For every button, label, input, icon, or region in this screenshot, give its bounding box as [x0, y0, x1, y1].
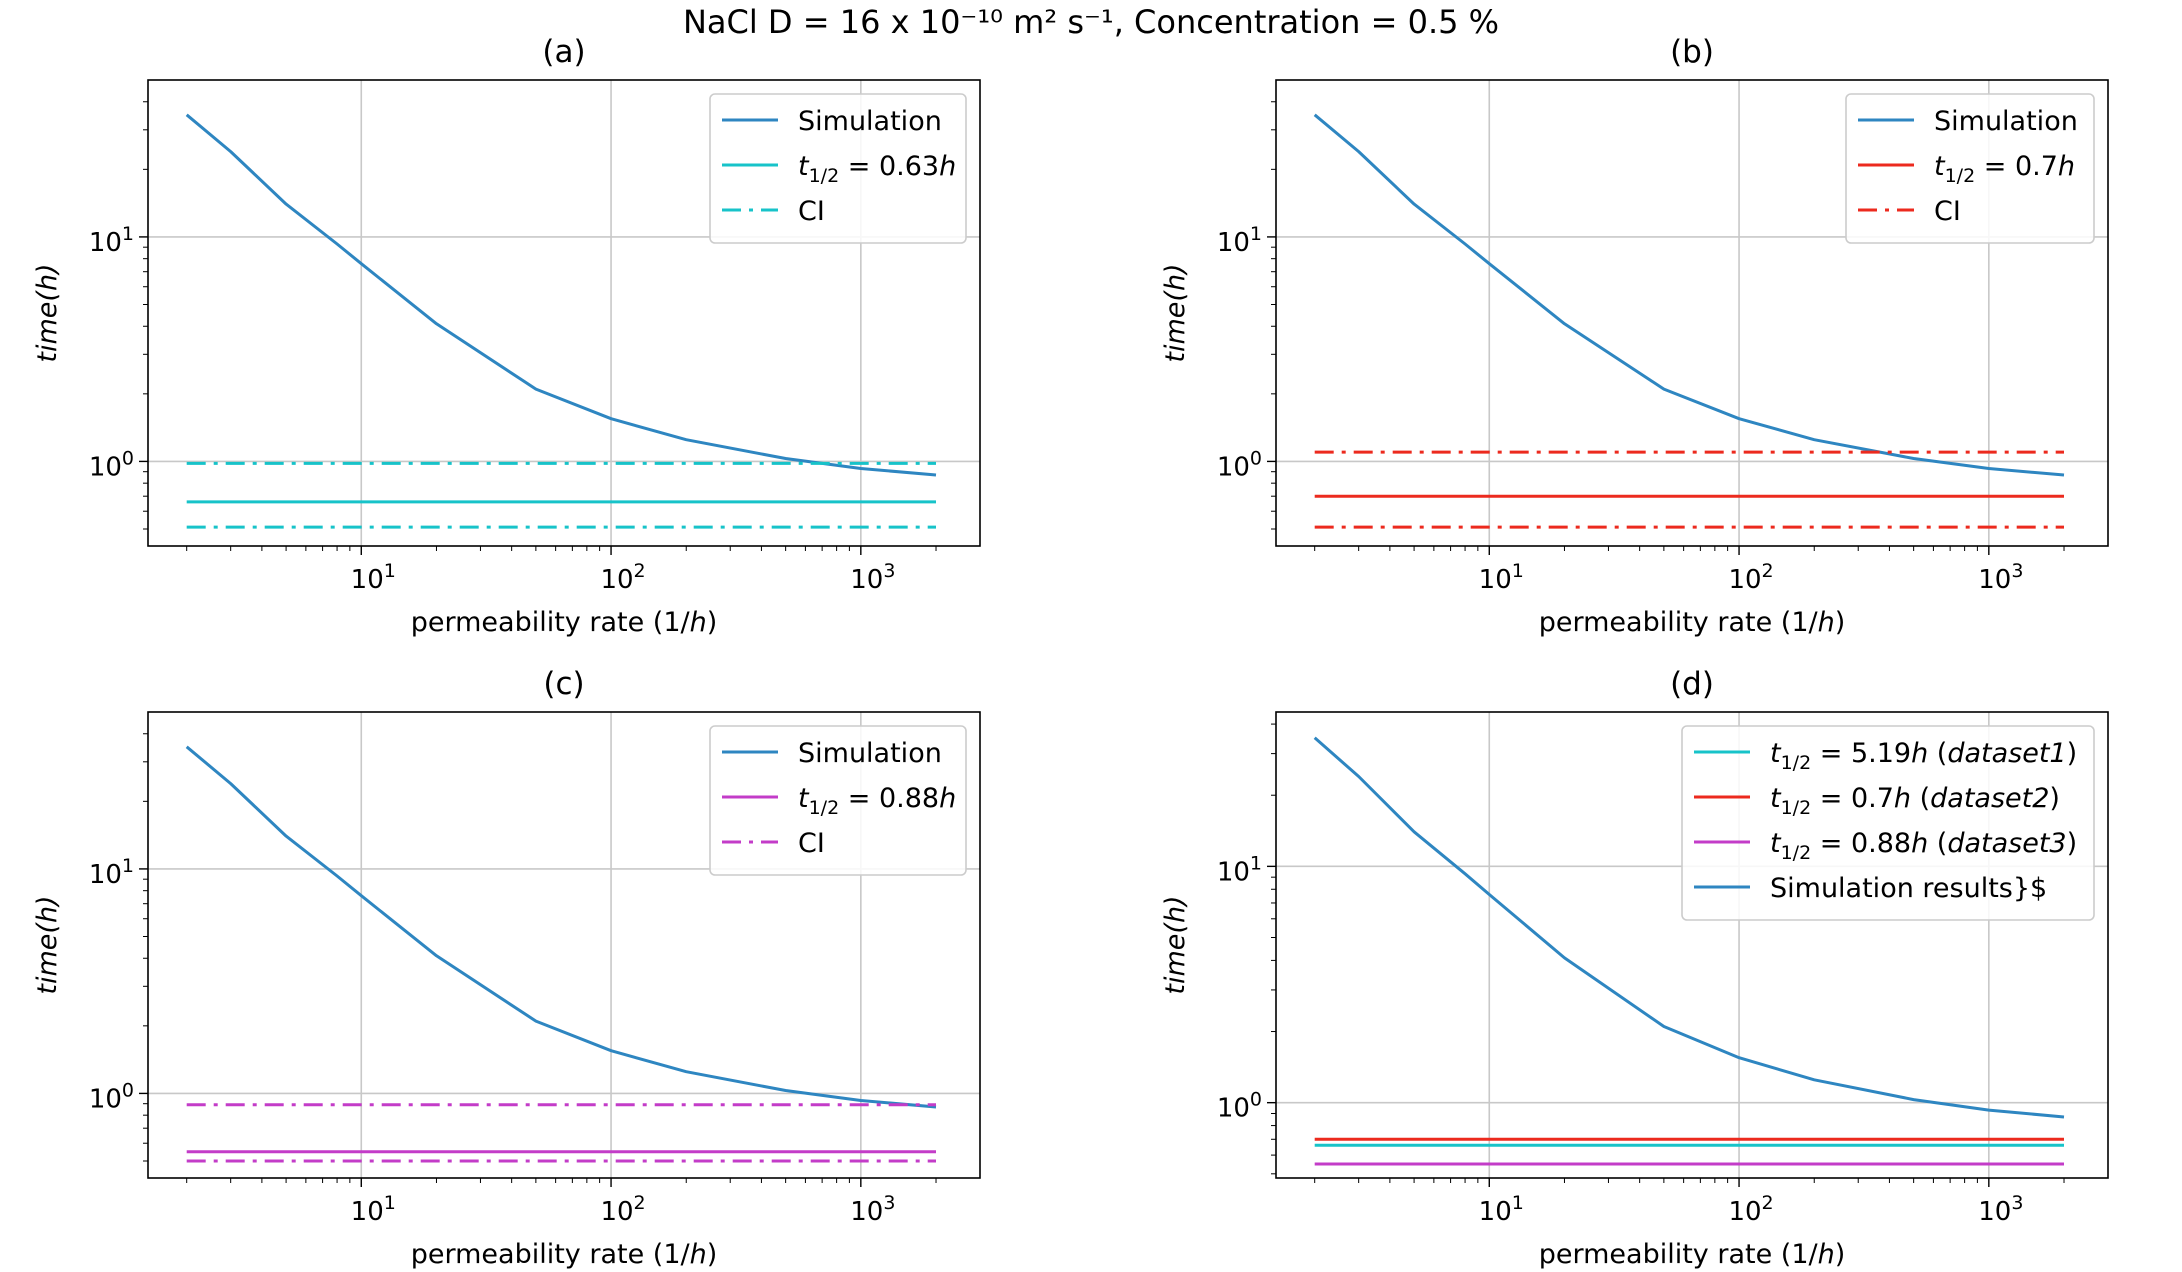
- legend-label-2: t1/2 = 0.7h (dataset2): [1770, 783, 2060, 819]
- series-line-1: [185, 745, 937, 1109]
- y-tick-label: 100: [1217, 447, 1262, 482]
- x-axis-label: permeability rate (1/h): [1539, 607, 1846, 638]
- x-tick-label: 102: [600, 560, 645, 595]
- x-tick-label: 103: [1978, 560, 2023, 595]
- x-axis-label: permeability rate (1/h): [411, 607, 718, 638]
- x-tick-label: 101: [1479, 560, 1524, 595]
- y-tick-label: 100: [89, 447, 134, 482]
- series-group: [1313, 736, 2065, 1166]
- panel-title: (b): [1670, 34, 1714, 70]
- y-tick-label: 101: [89, 223, 134, 258]
- y-axis-label: time(h): [1160, 895, 1191, 994]
- axes-frame: [147, 711, 981, 1179]
- legend-label-2: t1/2 = 0.63h: [798, 151, 956, 187]
- legend-box: [1845, 93, 2095, 244]
- x-tick-label: 103: [850, 1192, 895, 1227]
- y-tick-label: 100: [89, 1079, 134, 1114]
- legend-label-1: t1/2 = 5.19h (dataset1): [1770, 738, 2077, 774]
- y-tick-label: 101: [89, 855, 134, 890]
- series-group: [185, 745, 937, 1163]
- y-axis-label: time(h): [1160, 263, 1191, 362]
- x-tick-label: 102: [600, 1192, 645, 1227]
- chart-panel-3: 101 102 103 100 101 (c) permeability rate (1/h…: [32, 666, 981, 1270]
- figure-suptitle: NaCl D = 16 x 10⁻¹⁰ m² s⁻¹, Concentratio…: [682, 3, 1500, 41]
- legend-label-3: CI: [798, 828, 825, 859]
- legend-label-2: t1/2 = 0.88h: [798, 783, 956, 819]
- legend-label-1: Simulation: [1934, 106, 2078, 137]
- y-tick-label: 101: [1217, 223, 1262, 258]
- y-axis-label: time(h): [32, 263, 63, 362]
- legend-label-3: t1/2 = 0.88h (dataset3): [1770, 828, 2077, 864]
- x-tick-label: 103: [1978, 1192, 2023, 1227]
- legend-box: [1681, 725, 2095, 921]
- x-axis-label: permeability rate (1/h): [411, 1239, 718, 1270]
- y-tick-label: 101: [1217, 852, 1262, 887]
- panel-title: (d): [1670, 666, 1714, 702]
- chart-panel-4: 101 102 103 100 101 (d) permeability rate (1/h…: [1160, 666, 2109, 1270]
- axes-frame: [147, 79, 981, 547]
- x-tick-label: 102: [1728, 1192, 1773, 1227]
- y-axis-label: time(h): [32, 895, 63, 994]
- x-tick-label: 101: [351, 1192, 396, 1227]
- axes-frame: [1275, 79, 2109, 547]
- x-tick-label: 102: [1728, 560, 1773, 595]
- series-line-4: [1313, 736, 2065, 1119]
- x-tick-label: 101: [351, 560, 396, 595]
- series-group: [1313, 113, 2065, 529]
- series-line-1: [185, 113, 937, 477]
- chart-panel-2: 101 102 103 100 101 (b) permeability rate (1/h…: [1160, 34, 2109, 638]
- legend-label-2: t1/2 = 0.7h: [1934, 151, 2075, 187]
- y-tick-label: 100: [1217, 1089, 1262, 1124]
- legend-label-3: CI: [1934, 196, 1961, 227]
- axes-frame: [1275, 711, 2109, 1179]
- series-line-1: [1313, 113, 2065, 477]
- legend-label-4: Simulation results}$: [1770, 873, 2047, 904]
- legend-label-1: Simulation: [798, 738, 942, 769]
- x-tick-label: 103: [850, 560, 895, 595]
- legend-label-3: CI: [798, 196, 825, 227]
- legend-label-1: Simulation: [798, 106, 942, 137]
- legend-box: [709, 93, 967, 244]
- panel-title: (c): [543, 666, 584, 702]
- x-axis-label: permeability rate (1/h): [1539, 1239, 1846, 1270]
- panel-title: (a): [542, 34, 585, 70]
- x-tick-label: 101: [1479, 1192, 1524, 1227]
- chart-panel-1: 101 102 103 100 101 (a) permeability rate (1/h…: [32, 34, 981, 638]
- series-group: [185, 113, 937, 529]
- legend-box: [709, 725, 967, 876]
